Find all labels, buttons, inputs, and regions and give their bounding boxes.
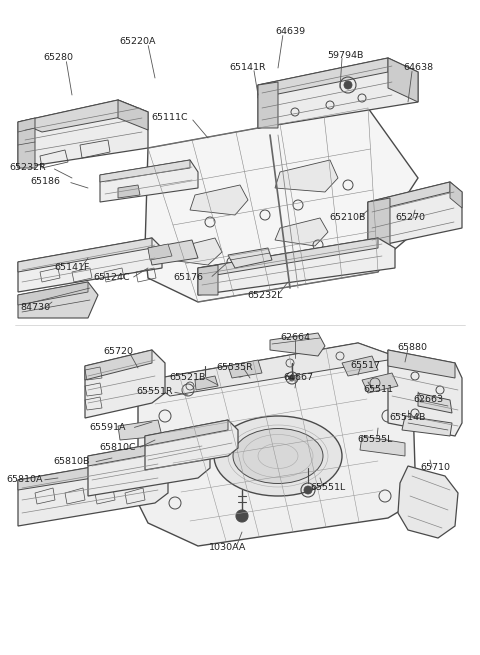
- Polygon shape: [275, 160, 338, 192]
- Text: 65521B: 65521B: [170, 373, 206, 383]
- Text: 65280: 65280: [43, 54, 73, 62]
- Polygon shape: [418, 393, 452, 413]
- Text: 65220A: 65220A: [120, 37, 156, 47]
- Text: 65176: 65176: [173, 274, 203, 282]
- Polygon shape: [198, 265, 218, 295]
- Text: 59794B: 59794B: [327, 50, 363, 60]
- Text: 65232L: 65232L: [247, 291, 283, 299]
- Polygon shape: [388, 350, 455, 378]
- Polygon shape: [368, 182, 450, 212]
- Polygon shape: [18, 456, 155, 490]
- Polygon shape: [388, 350, 462, 436]
- Polygon shape: [18, 118, 35, 168]
- Text: 65141F: 65141F: [54, 263, 90, 272]
- Polygon shape: [258, 58, 388, 98]
- Text: 65186: 65186: [30, 178, 60, 187]
- Text: 62663: 62663: [413, 396, 443, 405]
- Polygon shape: [85, 350, 165, 418]
- Polygon shape: [18, 238, 162, 292]
- Polygon shape: [118, 185, 140, 198]
- Polygon shape: [100, 160, 190, 182]
- Polygon shape: [88, 436, 198, 466]
- Polygon shape: [342, 356, 378, 376]
- Polygon shape: [118, 420, 162, 440]
- Text: 65232R: 65232R: [10, 164, 47, 172]
- Ellipse shape: [233, 428, 323, 483]
- Ellipse shape: [214, 416, 342, 496]
- Polygon shape: [270, 333, 325, 356]
- Polygon shape: [145, 420, 238, 470]
- Text: 65270: 65270: [395, 214, 425, 223]
- Text: 65720: 65720: [103, 348, 133, 356]
- Text: 65511: 65511: [363, 386, 393, 394]
- Text: 65141R: 65141R: [230, 64, 266, 73]
- Polygon shape: [360, 436, 405, 456]
- Polygon shape: [275, 218, 328, 246]
- Polygon shape: [198, 238, 395, 295]
- Polygon shape: [18, 238, 152, 272]
- Polygon shape: [190, 185, 248, 215]
- Polygon shape: [18, 282, 88, 305]
- Polygon shape: [145, 108, 418, 302]
- Text: 64638: 64638: [403, 64, 433, 73]
- Polygon shape: [18, 100, 148, 132]
- Text: 62664: 62664: [280, 333, 310, 343]
- Text: 65810A: 65810A: [7, 476, 43, 485]
- Polygon shape: [368, 198, 390, 248]
- Polygon shape: [170, 238, 222, 265]
- Polygon shape: [362, 373, 398, 393]
- Text: 65551R: 65551R: [137, 388, 173, 396]
- Polygon shape: [138, 343, 415, 546]
- Polygon shape: [258, 58, 418, 128]
- Text: 65111C: 65111C: [152, 113, 188, 122]
- Text: 65517: 65517: [350, 360, 380, 369]
- Polygon shape: [148, 343, 400, 396]
- Polygon shape: [18, 456, 168, 526]
- Text: 65535R: 65535R: [216, 364, 253, 373]
- Text: 84730: 84730: [20, 303, 50, 312]
- Polygon shape: [145, 420, 228, 446]
- Circle shape: [236, 510, 248, 522]
- Polygon shape: [18, 100, 148, 168]
- Polygon shape: [195, 376, 218, 390]
- Polygon shape: [368, 182, 462, 248]
- Text: 65591A: 65591A: [90, 424, 126, 432]
- Text: 65535L: 65535L: [357, 436, 393, 445]
- Polygon shape: [88, 436, 210, 496]
- Polygon shape: [450, 182, 462, 208]
- Circle shape: [344, 81, 352, 89]
- Polygon shape: [258, 82, 278, 128]
- Polygon shape: [148, 244, 172, 260]
- Polygon shape: [402, 416, 452, 436]
- Polygon shape: [388, 58, 418, 102]
- Text: 65810B: 65810B: [54, 457, 90, 466]
- Polygon shape: [398, 466, 458, 538]
- Text: 65880: 65880: [397, 343, 427, 352]
- Text: 64639: 64639: [275, 28, 305, 37]
- Polygon shape: [85, 350, 152, 380]
- Polygon shape: [148, 240, 198, 265]
- Text: 1030AA: 1030AA: [209, 544, 247, 553]
- Circle shape: [289, 375, 295, 381]
- Text: 65210B: 65210B: [330, 214, 366, 223]
- Text: 65124C: 65124C: [94, 274, 130, 282]
- Circle shape: [304, 486, 312, 494]
- Text: 64667: 64667: [283, 373, 313, 383]
- Polygon shape: [228, 248, 272, 268]
- Polygon shape: [198, 238, 378, 278]
- Polygon shape: [18, 282, 98, 318]
- Text: 65551L: 65551L: [311, 483, 346, 493]
- Text: 65514B: 65514B: [390, 413, 426, 422]
- Polygon shape: [228, 360, 262, 378]
- Polygon shape: [100, 160, 198, 202]
- Text: 65810C: 65810C: [100, 443, 136, 453]
- Text: 65710: 65710: [420, 464, 450, 472]
- Polygon shape: [118, 100, 148, 130]
